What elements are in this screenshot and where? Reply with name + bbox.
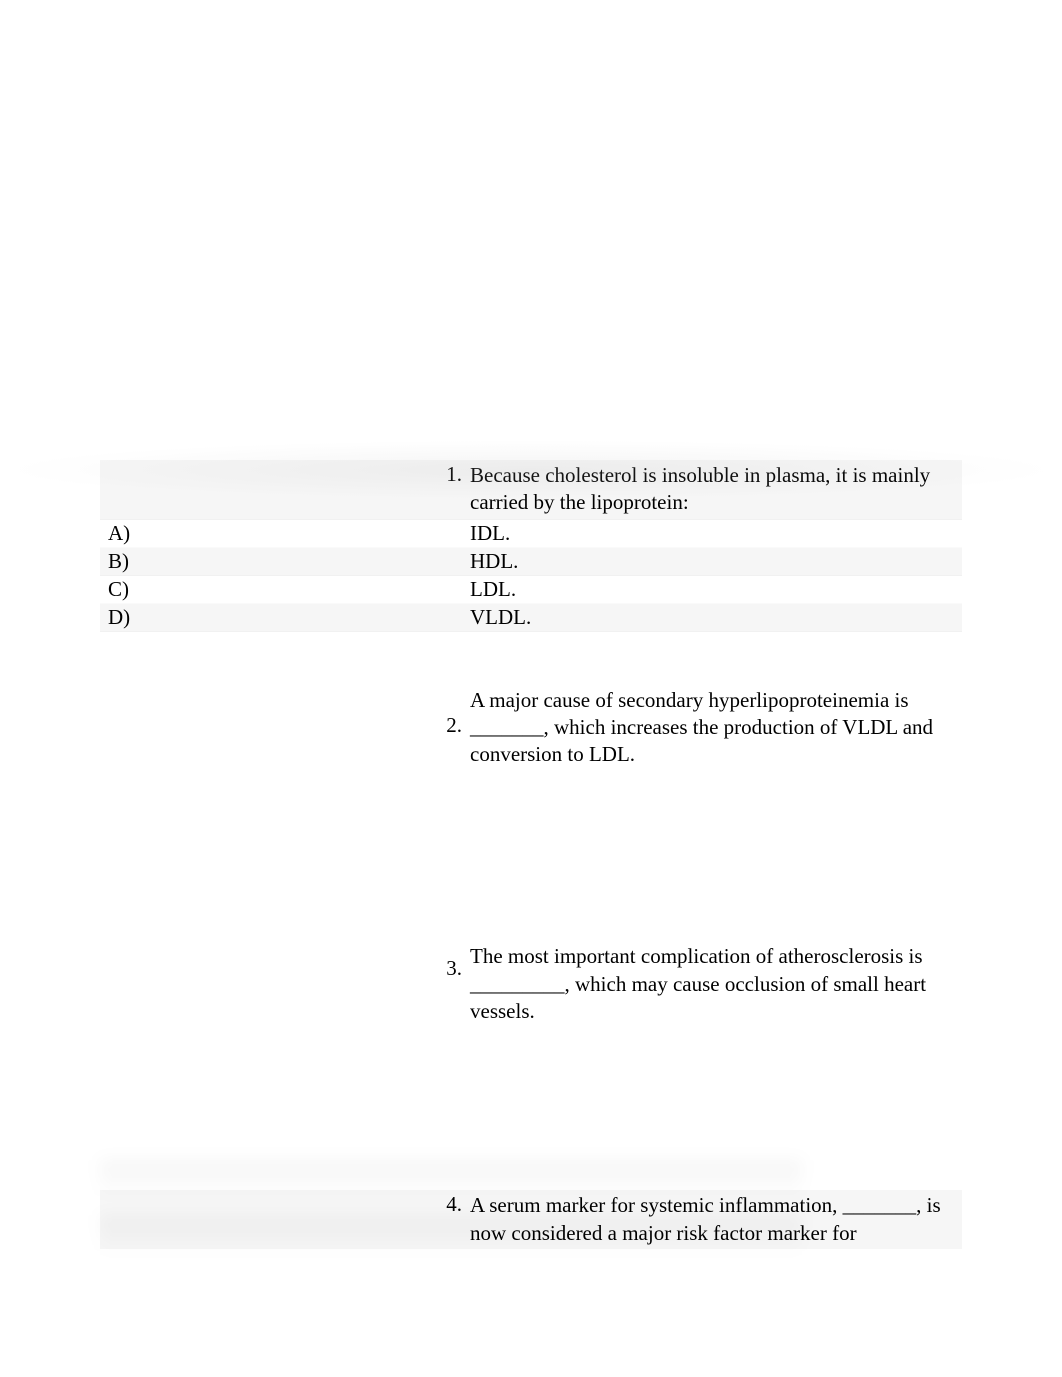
option-label: A) <box>100 521 440 546</box>
question-number: 2. <box>440 687 470 738</box>
option-row: D) VLDL. <box>100 604 962 632</box>
question-1: 1. Because cholesterol is insoluble in p… <box>100 460 962 632</box>
option-text: VLDL. <box>470 605 962 630</box>
question-4: 4. A serum marker for systemic inflammat… <box>100 1190 962 1249</box>
option-label: B) <box>100 549 440 574</box>
question-text: Because cholesterol is insoluble in plas… <box>470 462 962 517</box>
question-number: 4. <box>440 1192 470 1217</box>
option-label: D) <box>100 605 440 630</box>
option-text: IDL. <box>470 521 962 546</box>
question-text: A serum marker for systemic inflammation… <box>470 1192 962 1247</box>
question-number: 1. <box>440 462 470 487</box>
option-row: C) LDL. <box>100 576 962 604</box>
question-2: 2. A major cause of secondary hyperlipop… <box>100 687 962 769</box>
option-label: C) <box>100 577 440 602</box>
question-text: The most important complication of ather… <box>470 943 962 1025</box>
option-row: B) HDL. <box>100 548 962 576</box>
question-row: 1. Because cholesterol is insoluble in p… <box>100 460 962 520</box>
question-row: 4. A serum marker for systemic inflammat… <box>100 1190 962 1249</box>
option-text: HDL. <box>470 549 962 574</box>
question-row: 2. A major cause of secondary hyperlipop… <box>100 687 962 769</box>
question-text: A major cause of secondary hyperlipoprot… <box>470 687 962 769</box>
option-row: A) IDL. <box>100 520 962 548</box>
question-number: 3. <box>440 943 470 981</box>
question-3: 3. The most important complication of at… <box>100 943 962 1025</box>
question-row: 3. The most important complication of at… <box>100 943 962 1025</box>
option-text: LDL. <box>470 577 962 602</box>
